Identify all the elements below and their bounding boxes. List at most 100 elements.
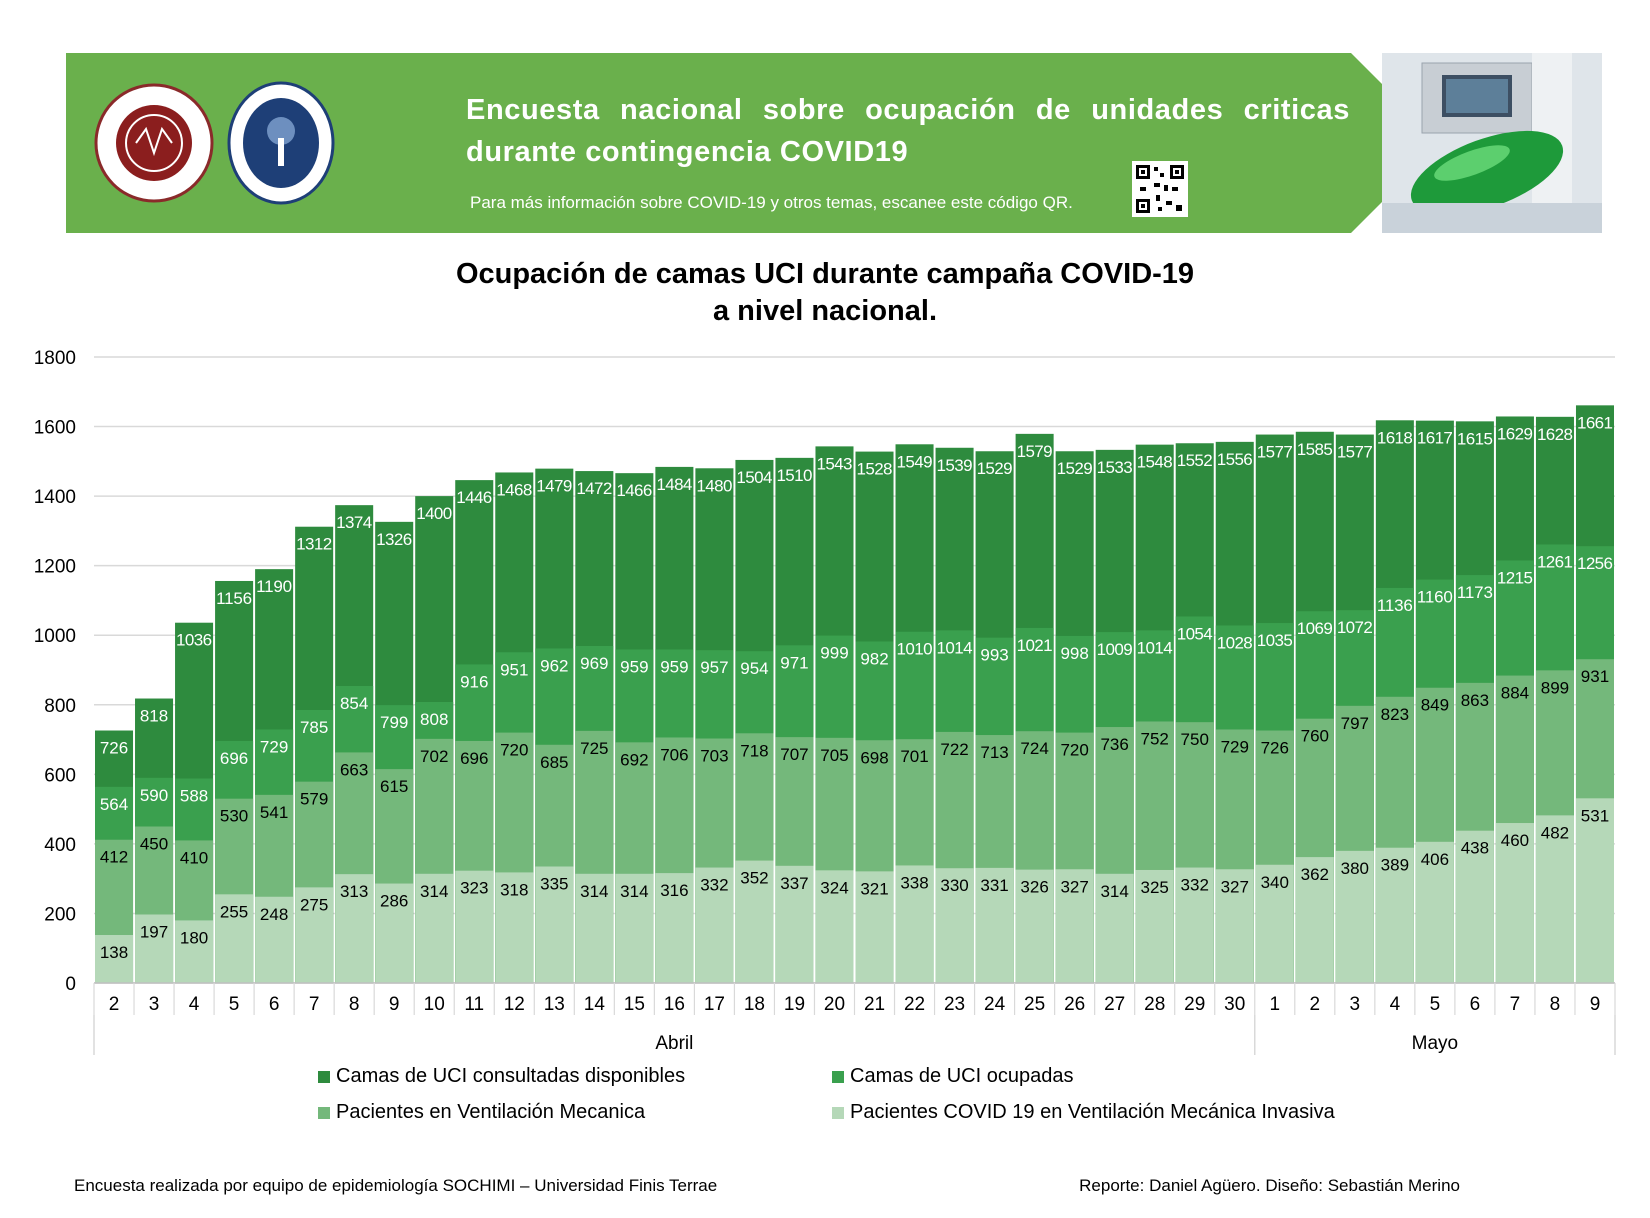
y-tick-label: 1000 [34, 626, 76, 647]
bar-4 [575, 873, 614, 983]
data-label: 324 [820, 878, 848, 897]
data-label: 1468 [496, 480, 532, 499]
bar-4 [1215, 869, 1254, 983]
chart-title-line-2: a nivel nacional. [712, 295, 938, 327]
data-label: 326 [1020, 878, 1048, 897]
data-label: 982 [860, 649, 888, 668]
bar-4 [1535, 815, 1574, 983]
y-tick-label: 1600 [34, 418, 76, 439]
x-tick-label: 5 [229, 994, 240, 1015]
bar-4 [335, 874, 374, 983]
data-label: 1479 [536, 477, 572, 496]
data-label: 1021 [1017, 636, 1053, 655]
data-label: 316 [660, 881, 688, 900]
data-label: 808 [420, 710, 448, 729]
bar-4 [1175, 867, 1214, 983]
x-tick-label: 7 [1510, 994, 1521, 1015]
x-tick-label: 24 [984, 994, 1006, 1015]
data-label: 1054 [1177, 624, 1213, 643]
data-label: 1628 [1537, 425, 1573, 444]
legend-swatch [832, 1106, 844, 1119]
data-label: 590 [140, 786, 168, 805]
data-label: 969 [580, 654, 608, 673]
data-label: 931 [1581, 667, 1609, 686]
bar-4 [895, 865, 934, 983]
data-label: 1577 [1337, 443, 1373, 462]
x-tick-label: 13 [544, 994, 565, 1015]
legend-label: Pacientes en Ventilación Mecanica [336, 1101, 646, 1123]
x-tick-label: 14 [584, 994, 606, 1015]
x-tick-label: 17 [704, 994, 725, 1015]
x-tick-label: 3 [149, 994, 160, 1015]
x-tick-label: 7 [309, 994, 320, 1015]
data-label: 579 [300, 790, 328, 809]
data-label: 1072 [1337, 618, 1373, 637]
header-banner: Encuesta nacional sobre ocupación de uni… [66, 53, 1602, 233]
data-label: 696 [220, 749, 248, 768]
ocupacion-chart: 0200400600800100012001400160018007268181… [34, 348, 1616, 1055]
data-label: 916 [460, 672, 488, 691]
footer-credit-left: Encuesta realizada por equipo de epidemi… [74, 1176, 718, 1195]
data-label: 1069 [1297, 619, 1333, 638]
data-label: 1028 [1217, 633, 1253, 652]
data-label: 1618 [1377, 428, 1413, 447]
sochimi-logo [94, 83, 214, 203]
data-label: 1312 [296, 535, 332, 554]
data-label: 705 [820, 746, 848, 765]
legend-item-disponibles: Camas de UCI consultadas disponibles [318, 1065, 685, 1088]
qr-code-icon[interactable] [1132, 161, 1188, 217]
data-label: 1400 [416, 504, 452, 523]
data-label: 314 [420, 882, 448, 901]
x-tick-label: 9 [389, 994, 400, 1015]
data-label: 1036 [176, 631, 212, 650]
data-label: 750 [1181, 730, 1209, 749]
data-label: 884 [1501, 684, 1529, 703]
data-label: 180 [180, 928, 208, 947]
data-label: 1374 [336, 513, 372, 532]
y-tick-label: 1400 [34, 487, 76, 508]
bar-4 [375, 883, 414, 983]
legend-item-ventilacion: Pacientes en Ventilación Mecanica [318, 1101, 645, 1124]
data-label: 275 [300, 895, 328, 914]
data-label: 959 [660, 657, 688, 676]
x-tick-label: 10 [424, 994, 445, 1015]
data-label: 531 [1581, 806, 1609, 825]
data-label: 1484 [656, 475, 692, 494]
data-label: 362 [1301, 865, 1329, 884]
data-label: 332 [700, 876, 728, 895]
data-label: 1326 [376, 530, 412, 549]
data-label: 899 [1541, 678, 1569, 697]
data-label: 951 [500, 660, 528, 679]
data-label: 530 [220, 807, 248, 826]
data-label: 314 [1100, 882, 1128, 901]
data-label: 713 [980, 743, 1008, 762]
data-label: 692 [620, 750, 648, 769]
data-label: 332 [1181, 876, 1209, 895]
data-label: 752 [1141, 729, 1169, 748]
data-label: 971 [780, 653, 808, 672]
data-label: 1009 [1097, 640, 1133, 659]
bar-4 [615, 873, 654, 983]
data-label: 248 [260, 905, 288, 924]
data-label: 698 [860, 748, 888, 767]
data-label: 138 [100, 943, 128, 962]
data-label: 410 [180, 848, 208, 867]
data-label: 707 [780, 745, 808, 764]
bar-4 [215, 894, 254, 983]
data-label: 338 [900, 873, 928, 892]
data-label: 541 [260, 803, 288, 822]
data-label: 564 [100, 795, 128, 814]
bar-4 [415, 873, 454, 983]
x-tick-label: 4 [1390, 994, 1401, 1015]
data-label: 588 [180, 787, 208, 806]
data-label: 327 [1060, 877, 1088, 896]
data-label: 1035 [1257, 631, 1293, 650]
data-label: 706 [660, 745, 688, 764]
data-label: 1528 [857, 460, 893, 479]
data-label: 327 [1221, 877, 1249, 896]
data-label: 729 [260, 737, 288, 756]
data-label: 1472 [576, 479, 612, 498]
bar-4 [1295, 857, 1334, 983]
data-label: 1510 [776, 466, 812, 485]
x-tick-label: 5 [1430, 994, 1441, 1015]
